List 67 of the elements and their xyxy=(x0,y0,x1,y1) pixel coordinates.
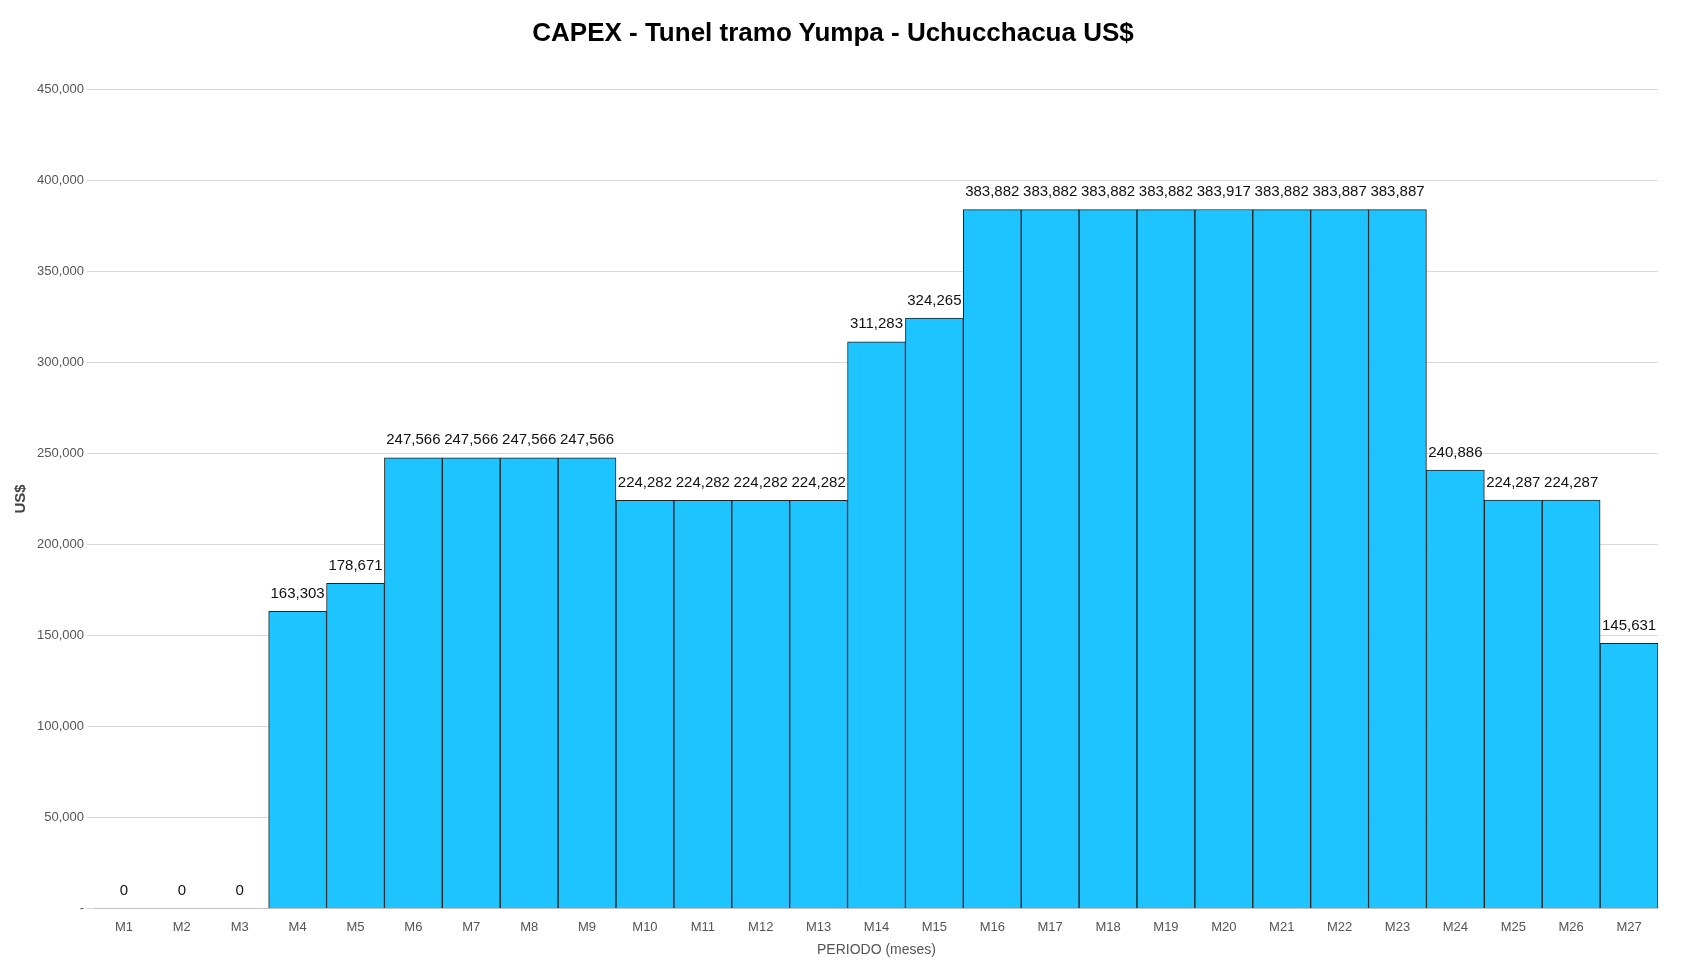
data-label: 247,566 xyxy=(444,430,499,448)
data-label: 247,566 xyxy=(559,430,615,448)
data-label: 383,882 xyxy=(1080,182,1136,200)
x-tick-label: M5 xyxy=(346,918,365,934)
data-label: 224,282 xyxy=(675,472,730,490)
data-label: 178,671 xyxy=(328,555,383,573)
chart-title: CAPEX - Tunel tramo Yumpa - Uchucchacua US$ xyxy=(532,16,1135,47)
data-label: 224,282 xyxy=(617,472,673,490)
x-tick-label: M12 xyxy=(748,918,774,934)
y-tick-label: 100,000 xyxy=(36,718,84,734)
x-tick-label: M13 xyxy=(805,918,832,934)
y-axis-title: US$ xyxy=(11,483,29,514)
y-tick-label: 150,000 xyxy=(36,627,84,643)
data-label: 383,882 xyxy=(1254,182,1309,200)
x-tick-label: M2 xyxy=(172,918,191,934)
data-label: 247,566 xyxy=(502,430,557,448)
x-tick-label: M9 xyxy=(578,918,597,934)
y-tick-label: 250,000 xyxy=(36,444,84,460)
data-label: 224,287 xyxy=(1486,472,1541,490)
x-tick-label: M20 xyxy=(1211,918,1237,934)
data-label: 0 xyxy=(235,881,244,899)
data-label: 240,886 xyxy=(1428,442,1483,460)
x-tick-label: M26 xyxy=(1558,918,1584,934)
data-label: 383,887 xyxy=(1312,182,1367,200)
x-tick-label: M8 xyxy=(520,918,539,934)
data-label: 383,882 xyxy=(965,182,1020,200)
x-tick-label: M15 xyxy=(921,918,948,934)
x-tick-label: M19 xyxy=(1153,918,1179,934)
data-label: 145,631 xyxy=(1601,616,1657,634)
x-tick-label: M11 xyxy=(690,918,715,934)
data-label: 0 xyxy=(177,881,186,899)
data-label: 247,566 xyxy=(386,430,441,448)
x-tick-label: M10 xyxy=(632,918,658,934)
data-label: 163,303 xyxy=(270,583,325,601)
x-tick-label: M1 xyxy=(114,918,133,934)
data-label: 224,287 xyxy=(1544,472,1599,490)
data-label: 383,882 xyxy=(1138,182,1194,200)
data-label: 224,282 xyxy=(791,472,846,490)
x-axis-title: PERIODO (meses) xyxy=(816,941,936,958)
data-label: 311,283 xyxy=(849,314,904,332)
x-tick-label: M17 xyxy=(1037,918,1063,934)
y-tick-label: 50,000 xyxy=(44,809,84,825)
data-label: 383,882 xyxy=(1023,182,1078,200)
x-tick-label: M25 xyxy=(1500,918,1526,934)
y-tick-label: 300,000 xyxy=(36,353,84,369)
data-label: 324,265 xyxy=(907,290,962,308)
x-tick-label: M27 xyxy=(1616,918,1642,934)
y-tick-label: 200,000 xyxy=(36,536,84,551)
data-label: 383,887 xyxy=(1370,182,1425,200)
x-tick-label: M24 xyxy=(1442,918,1469,934)
y-tick-label: 400,000 xyxy=(36,171,84,187)
x-tick-label: M4 xyxy=(288,918,307,934)
y-tick-label: 450,000 xyxy=(36,80,84,96)
data-label: 224,282 xyxy=(733,472,788,490)
data-label: 0 xyxy=(119,881,129,899)
x-tick-label: M6 xyxy=(404,918,423,934)
x-tick-label: M23 xyxy=(1384,918,1411,934)
y-tick-label: 350,000 xyxy=(36,262,84,278)
x-tick-label: M3 xyxy=(230,918,249,934)
x-tick-label: M16 xyxy=(979,918,1005,934)
x-tick-label: M21 xyxy=(1269,918,1295,934)
x-tick-label: M18 xyxy=(1095,918,1121,934)
x-tick-label: M14 xyxy=(863,918,890,934)
x-tick-label: M22 xyxy=(1326,918,1353,934)
y-tick-label: - xyxy=(79,900,84,916)
data-label: 383,917 xyxy=(1196,182,1251,200)
x-tick-label: M7 xyxy=(462,918,481,934)
